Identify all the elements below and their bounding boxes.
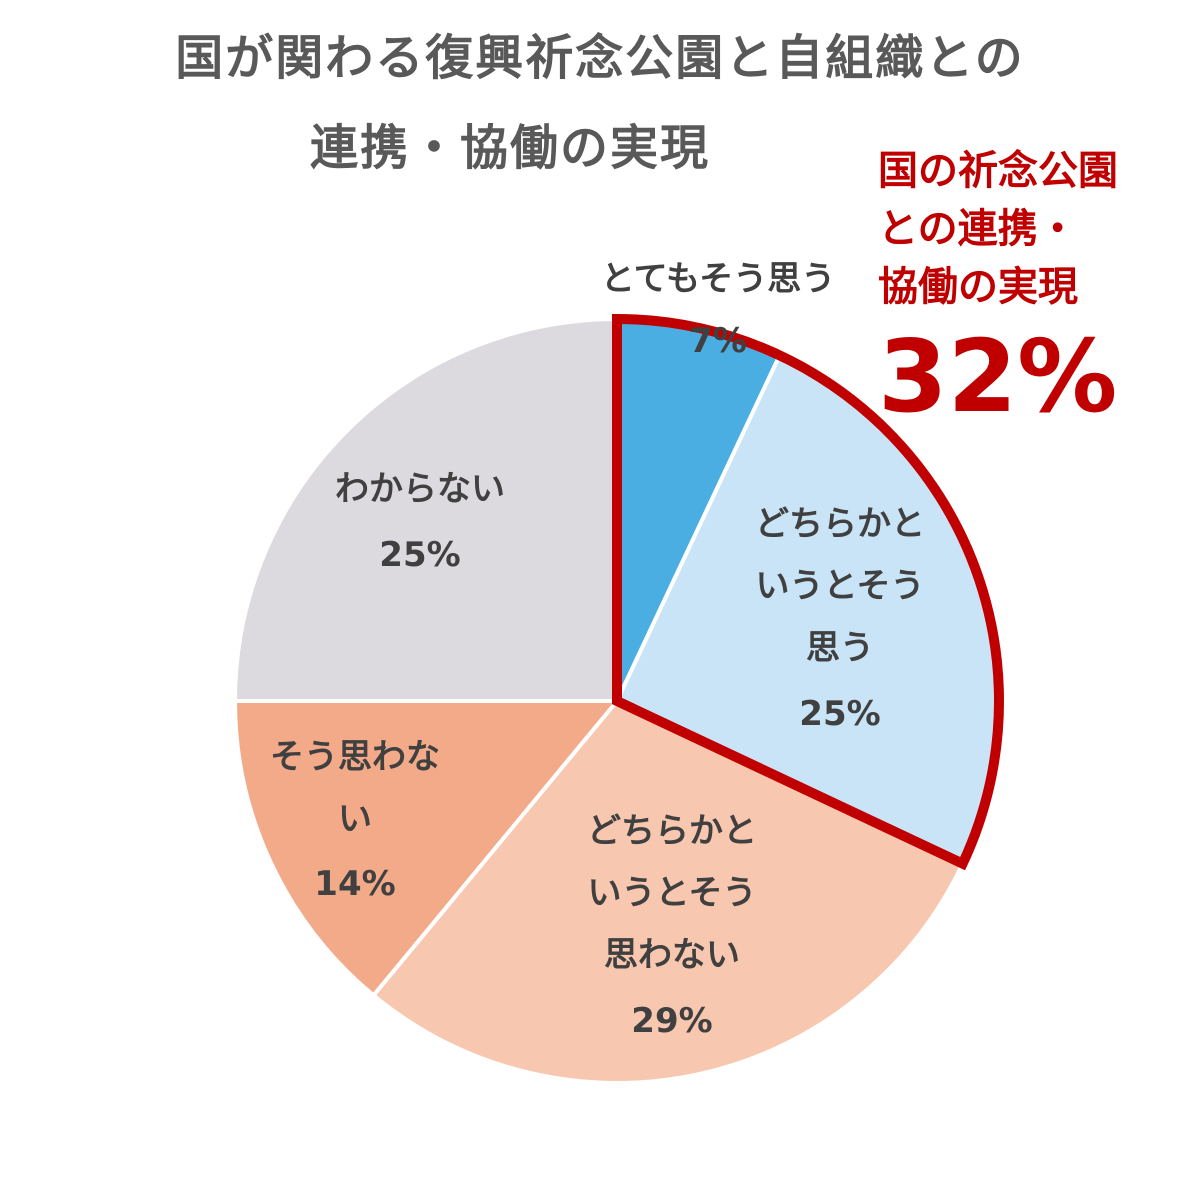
slice-value-1: 7% [689, 321, 747, 361]
slice-value-5: 25% [379, 535, 460, 575]
callout-line-1: 国の祈念公園 [878, 148, 1118, 194]
slice-label-4-line-1: そう思わな [270, 737, 440, 777]
slice-label-2-line-3: 思う [806, 628, 874, 668]
slice-label-2-line-2: いうとそう [756, 566, 925, 606]
slice-label-1-line-1: とてもそう思う [601, 259, 836, 299]
callout-percentage: 32% [878, 318, 1118, 435]
pie-slice-4 [232, 699, 622, 999]
slice-label-4-line-2: い [338, 799, 372, 839]
slice-label-5: わからない 25% [335, 469, 505, 575]
pie-slice-5 [232, 316, 619, 703]
chart-title-line-2: 連携・協働の実現 [309, 120, 710, 176]
callout-line-3: 協働の実現 [878, 264, 1078, 310]
chart-title-line-1: 国が関わる復興祈念公園と自組織との [175, 30, 1025, 86]
slice-value-3: 29% [631, 1001, 712, 1041]
slice-value-2: 25% [799, 694, 880, 734]
callout-text: 国の祈念公園 との連携・ 協働の実現 [878, 142, 1118, 316]
slice-value-4: 14% [314, 864, 395, 904]
callout-line-2: との連携・ [878, 206, 1078, 252]
slice-label-3-line-2: いうとそう [588, 873, 757, 913]
slice-label-3-line-1: どちらかと [587, 811, 757, 851]
slice-label-2-line-1: どちらかと [755, 504, 925, 544]
slice-label-1: とてもそう思う 7% [601, 259, 836, 361]
highlight-outline [612, 313, 1004, 871]
slice-label-3-line-3: 思わない [604, 935, 740, 975]
slice-label-5-line-1: わからない [335, 469, 505, 509]
